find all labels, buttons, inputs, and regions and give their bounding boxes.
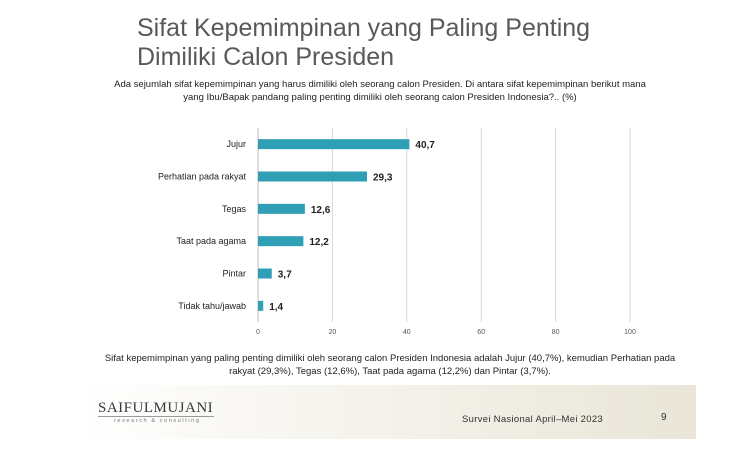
- data-label: 12,6: [311, 205, 331, 216]
- slide-title-line-2: Dimiliki Calon Presiden: [137, 43, 395, 71]
- bar: [258, 236, 304, 247]
- slide-title-line-1: Sifat Kepemimpinan yang Paling Penting: [137, 14, 591, 42]
- company-logo-tagline: research & consulting: [114, 418, 201, 424]
- footer-band: SAIFULMUJANI research & consulting Surve…: [78, 385, 696, 439]
- bar: [258, 203, 305, 214]
- page-number: 9: [661, 412, 667, 423]
- category-label: Tegas: [222, 204, 247, 214]
- x-tick-label: 80: [552, 329, 560, 336]
- company-logo: SAIFULMUJANI: [98, 400, 214, 416]
- data-label: 12,2: [309, 237, 329, 248]
- data-label: 1,4: [269, 302, 283, 313]
- bar: [258, 300, 264, 311]
- logo-divider: [98, 416, 214, 417]
- slide-title: Sifat Kepemimpinan yang Paling Penting D…: [137, 14, 697, 72]
- x-tick-label: 100: [624, 329, 636, 336]
- category-label: Pintar: [222, 269, 246, 279]
- x-tick-label: 0: [256, 329, 260, 336]
- data-label: 29,3: [373, 173, 393, 184]
- bar: [258, 268, 272, 279]
- survey-question: Ada sejumlah sifat kepemimpinan yang har…: [114, 79, 646, 103]
- summary-text: Sifat kepemimpinan yang paling penting d…: [104, 353, 676, 377]
- x-tick-label: 40: [403, 329, 411, 336]
- category-label: Jujur: [226, 139, 246, 149]
- x-tick-label: 60: [477, 329, 485, 336]
- category-label: Perhatian pada rakyat: [158, 172, 247, 182]
- survey-name: Survei Nasional April–Mei 2023: [462, 414, 604, 425]
- category-label: Taat pada agama: [176, 236, 246, 246]
- category-label: Tidak tahu/jawab: [178, 301, 246, 311]
- bar: [258, 139, 410, 150]
- bar: [258, 171, 367, 182]
- data-label: 3,7: [278, 270, 292, 281]
- data-label: 40,7: [415, 140, 435, 151]
- x-tick-label: 20: [329, 329, 337, 336]
